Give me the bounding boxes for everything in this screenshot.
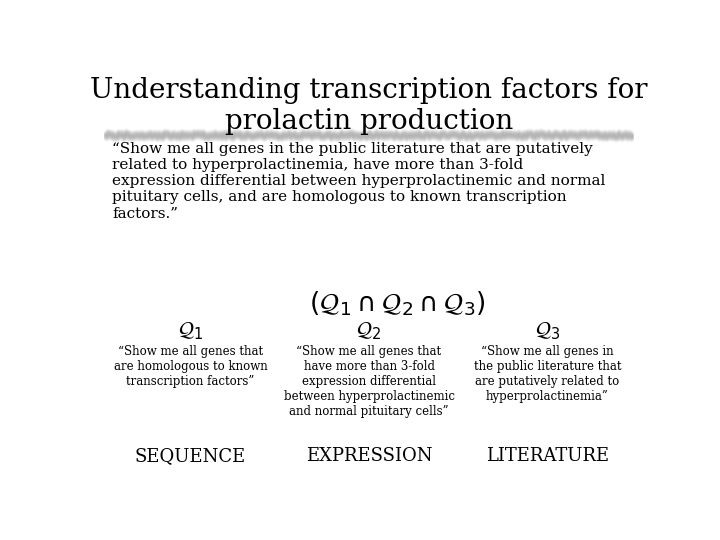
- Text: EXPRESSION: EXPRESSION: [306, 447, 432, 465]
- Text: “Show me all genes that
are homologous to known
transcription factors”: “Show me all genes that are homologous t…: [114, 346, 267, 388]
- Text: “Show me all genes in
the public literature that
are putatively related to
hyper: “Show me all genes in the public literat…: [474, 346, 621, 403]
- Text: Understanding transcription factors for
prolactin production: Understanding transcription factors for …: [90, 77, 648, 136]
- Text: LITERATURE: LITERATURE: [486, 447, 609, 465]
- Text: “Show me all genes that
have more than 3-fold
expression differential
between hy: “Show me all genes that have more than 3…: [284, 346, 454, 418]
- Text: $\mathcal{Q}_1$: $\mathcal{Q}_1$: [178, 321, 203, 342]
- Text: SEQUENCE: SEQUENCE: [135, 447, 246, 465]
- Text: $\mathcal{Q}_3$: $\mathcal{Q}_3$: [535, 321, 560, 342]
- Text: “Show me all genes in the public literature that are putatively
related to hyper: “Show me all genes in the public literat…: [112, 141, 606, 220]
- Text: $(\mathcal{Q}_1 \cap \mathcal{Q}_2 \cap \mathcal{Q}_3)$: $(\mathcal{Q}_1 \cap \mathcal{Q}_2 \cap …: [309, 289, 485, 318]
- Text: $\mathcal{Q}_2$: $\mathcal{Q}_2$: [356, 321, 382, 342]
